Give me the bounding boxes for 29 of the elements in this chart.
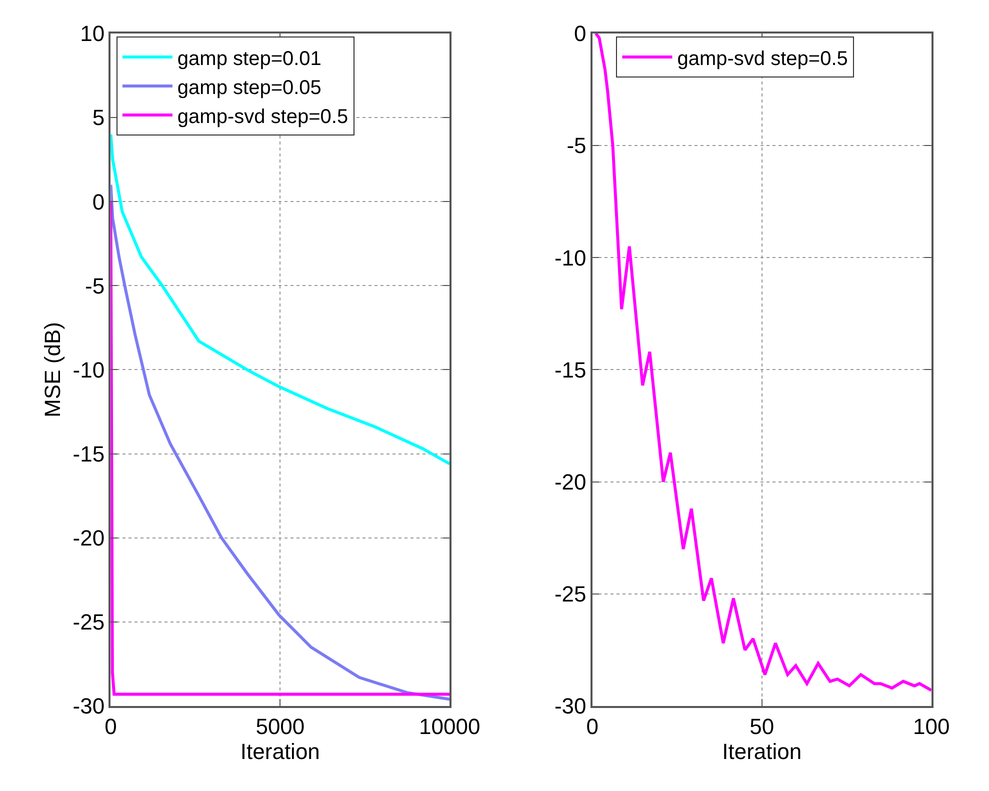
y-tick-label: -5 xyxy=(566,133,586,158)
x-axis-title: Iteration xyxy=(240,739,320,764)
line-series xyxy=(594,33,932,692)
y-tick-label: 5 xyxy=(92,105,105,130)
y-tick-label: -15 xyxy=(554,357,586,382)
x-tick-label: 10000 xyxy=(419,714,480,740)
y-tick-label: -10 xyxy=(554,245,586,270)
x-axis-title: Iteration xyxy=(722,739,802,764)
y-tick-label: -20 xyxy=(72,526,105,551)
x-tick-label: 5000 xyxy=(256,714,305,740)
y-tick-label: 0 xyxy=(92,189,105,214)
y-tick-label: 0 xyxy=(574,21,586,46)
x-tick-label: 50 xyxy=(750,714,774,740)
y-tick-label: 10 xyxy=(80,21,105,46)
x-tick-label: 100 xyxy=(912,714,950,740)
y-tick-label: -30 xyxy=(554,694,586,719)
legend-label: gamp step=0.05 xyxy=(177,76,322,99)
y-tick-label: -15 xyxy=(72,441,105,466)
line-series xyxy=(110,132,450,466)
legend-label: gamp step=0.01 xyxy=(177,48,322,70)
legend-label: gamp-svd step=0.5 xyxy=(177,106,348,128)
legend-label: gamp-svd step=0.5 xyxy=(677,48,848,70)
y-tick-label: -25 xyxy=(72,610,105,635)
y-axis-title: MSE (dB) xyxy=(40,322,66,418)
y-tick-label: -10 xyxy=(72,357,105,382)
y-tick-label: -30 xyxy=(72,694,105,719)
y-tick-label: -5 xyxy=(85,273,105,298)
y-tick-label: -20 xyxy=(554,470,586,495)
y-tick-label: -25 xyxy=(554,582,586,607)
